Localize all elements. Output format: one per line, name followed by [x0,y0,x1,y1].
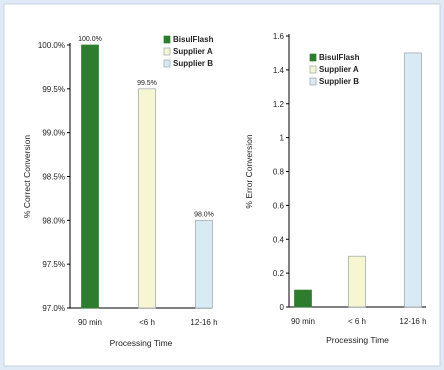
y-tick-label: 98.0% [42,216,65,225]
y-axis-label: % Correct Conversion [22,135,32,218]
y-tick-label: 1.6 [273,32,285,41]
x-axis-label: Processing Time [326,335,389,345]
legend-entry: BisulFlash [319,53,360,62]
figure-frame [3,3,441,367]
chart-correct-conversion: 97.0% 97.5% 98.0% 98.5% 99.0% 99.5% 100.0% 100.… [22,35,218,348]
bar-supplier-a [348,255,366,308]
legend-swatch [309,65,317,74]
legend-entry: Supplier A [319,65,359,74]
x-axis-label: Processing Time [110,338,173,348]
bar-bisulflash [294,289,312,308]
y-tick-label: 100.0% [38,41,65,50]
bar-bisulflash [81,44,99,309]
bar-supplier-b [195,219,213,309]
x-tick-label: 12-16 h [190,318,217,327]
bar-supplier-a [138,88,156,309]
legend-swatch [163,47,171,56]
y-tick-label: 1 [280,134,285,143]
legend-swatch [163,59,171,68]
legend-swatch [163,35,171,44]
y-tick-label: 1.2 [273,100,285,109]
x-tick-label: 90 min [291,317,315,326]
y-tick-label: 98.5% [42,173,65,182]
chart-error-conversion: 0 0.2 0.4 0.6 0.8 1 1.2 1.4 1.6 90 min < 6 h 12-16 … [244,32,427,345]
data-label: 100.0% [78,36,102,43]
legend-entry: Supplier B [319,77,359,86]
y-tick-label: 99.5% [42,85,65,94]
data-label: 98.0% [194,211,214,218]
x-tick-label: <6 h [139,318,155,327]
x-tick-label: < 6 h [348,317,366,326]
y-tick-label: 0.8 [273,168,285,177]
legend-entry: Supplier A [173,47,213,56]
y-tick-label: 0.4 [273,235,285,244]
legend-swatch [309,53,317,62]
data-label: 99.5% [137,80,157,87]
y-tick-label: 0 [280,303,285,312]
legend-entry: Supplier B [173,59,213,68]
legend-swatch [309,77,317,86]
y-tick-label: 0.6 [273,201,285,210]
x-tick-label: 12-16 h [399,317,426,326]
y-tick-label: 97.5% [42,260,65,269]
y-tick-label: 1.4 [273,66,285,75]
y-tick-label: 97.0% [42,304,65,313]
x-tick-label: 90 min [78,318,102,327]
y-tick-label: 99.0% [42,129,65,138]
y-axis-label: % Error Conversion [244,134,254,208]
y-tick-label: 0.2 [273,269,285,278]
bar-supplier-b [404,52,422,308]
legend-entry: BisulFlash [173,35,214,44]
